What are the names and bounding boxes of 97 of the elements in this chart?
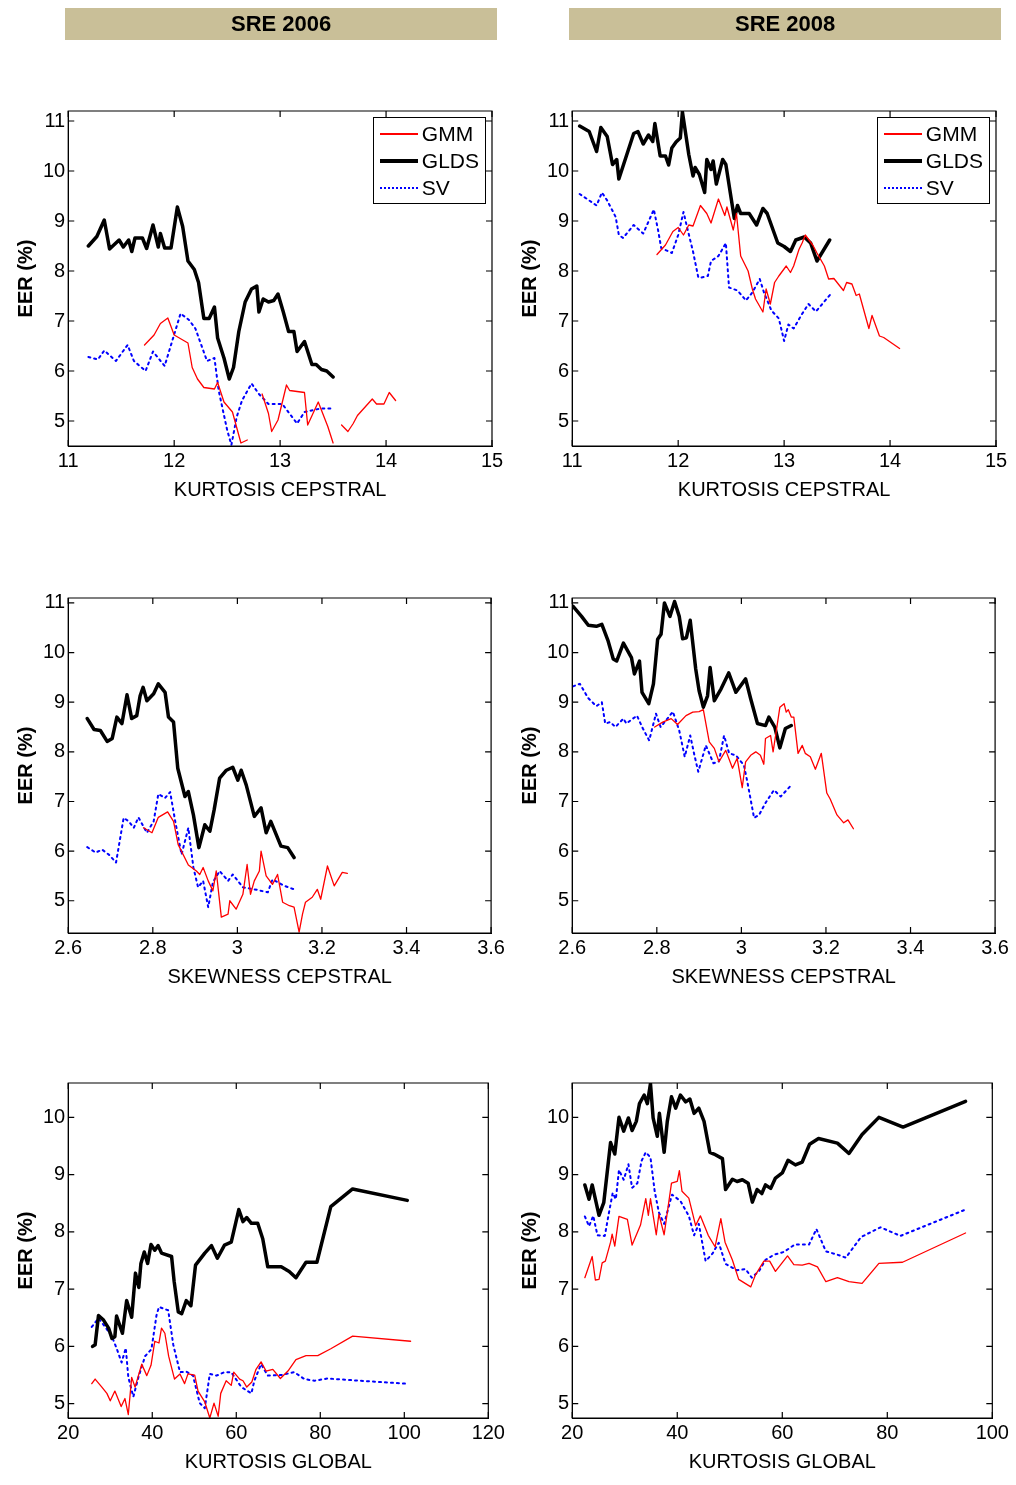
y-tick-label: 7 xyxy=(54,308,66,331)
x-tick-label: 3.6 xyxy=(981,935,1009,958)
x-tick-label: 2.8 xyxy=(642,935,671,958)
x-tick-label: 20 xyxy=(561,1420,584,1443)
x-tick-label: 3.4 xyxy=(392,935,421,958)
y-axis-title: EER (%) xyxy=(13,239,36,318)
y-tick-label: 6 xyxy=(54,838,66,861)
x-tick-label: 3 xyxy=(231,935,243,958)
line-series xyxy=(572,682,793,819)
x-tick-label: 2.6 xyxy=(54,935,83,958)
y-tick-label: 11 xyxy=(548,590,570,613)
y-tick-label: 11 xyxy=(44,590,66,613)
y-tick-label: 7 xyxy=(54,789,66,811)
x-axis-title: KURTOSIS GLOBAL xyxy=(688,1449,876,1472)
legend-label: GMM xyxy=(925,121,978,146)
y-tick-label: 10 xyxy=(43,158,66,181)
y-tick-label: 5 xyxy=(54,408,66,431)
y-tick-label: 7 xyxy=(558,789,570,811)
x-tick-label: 3.2 xyxy=(308,935,336,958)
x-tick-label: 40 xyxy=(666,1420,689,1443)
y-tick-label: 9 xyxy=(54,1162,66,1185)
x-axis-title: KURTOSIS CEPSTRAL xyxy=(173,477,387,500)
y-tick-label: 10 xyxy=(547,158,570,181)
x-tick-label: 3 xyxy=(735,935,747,958)
y-tick-label: 9 xyxy=(54,689,66,712)
y-tick-label: 10 xyxy=(43,1104,66,1127)
x-tick-label: 13 xyxy=(269,448,292,471)
y-tick-label: 6 xyxy=(54,358,66,381)
y-tick-label: 11 xyxy=(548,108,570,131)
y-tick-label: 6 xyxy=(558,358,570,381)
x-tick-label: 3.6 xyxy=(477,935,505,958)
legend-label: GMM xyxy=(421,121,474,146)
legend-label: SV xyxy=(421,175,450,200)
x-tick-label: 15 xyxy=(480,448,504,471)
y-tick-label: 8 xyxy=(558,1219,570,1242)
x-tick-label: 40 xyxy=(141,1420,164,1443)
chart-title: SRE 2006 xyxy=(65,8,497,40)
x-tick-label: 14 xyxy=(878,448,902,471)
x-tick-label: 14 xyxy=(374,448,398,471)
y-tick-label: 8 xyxy=(54,258,66,281)
y-tick-label: 7 xyxy=(54,1276,66,1299)
y-tick-label: 10 xyxy=(547,1104,570,1127)
y-tick-label: 8 xyxy=(54,739,66,762)
x-tick-label: 13 xyxy=(773,448,796,471)
y-tick-label: 9 xyxy=(558,689,570,712)
y-tick-label: 10 xyxy=(547,640,570,663)
y-tick-label: 6 xyxy=(54,1333,66,1356)
y-tick-label: 5 xyxy=(558,1391,570,1414)
x-tick-label: 20 xyxy=(57,1420,80,1443)
x-axis-title: KURTOSIS GLOBAL xyxy=(184,1449,372,1472)
y-tick-label: 11 xyxy=(44,108,66,131)
x-tick-label: 60 xyxy=(225,1420,248,1443)
y-tick-label: 7 xyxy=(558,308,570,331)
y-tick-label: 6 xyxy=(558,838,570,861)
x-tick-label: 12 xyxy=(667,448,690,471)
y-tick-label: 5 xyxy=(54,1391,66,1414)
y-tick-label: 6 xyxy=(558,1333,570,1356)
y-tick-label: 5 xyxy=(558,888,570,911)
y-tick-label: 8 xyxy=(558,739,570,762)
y-axis-title: EER (%) xyxy=(13,726,36,805)
y-tick-label: 10 xyxy=(43,640,66,663)
y-tick-label: 8 xyxy=(54,1219,66,1242)
y-tick-label: 7 xyxy=(558,1276,570,1299)
x-tick-label: 120 xyxy=(471,1420,505,1443)
x-tick-label: 3.2 xyxy=(812,935,840,958)
x-axis-title: KURTOSIS CEPSTRAL xyxy=(677,477,891,500)
line-series xyxy=(578,191,832,342)
y-axis-title: EER (%) xyxy=(517,239,540,318)
y-tick-label: 9 xyxy=(558,1162,570,1185)
x-tick-label: 3.4 xyxy=(896,935,925,958)
y-tick-label: 5 xyxy=(558,408,570,431)
x-axis-title: SKEWNESS CEPSTRAL xyxy=(671,964,896,987)
line-series xyxy=(583,1151,967,1279)
x-tick-label: 2.8 xyxy=(138,935,167,958)
x-axis-title: SKEWNESS CEPSTRAL xyxy=(167,964,392,987)
y-axis-title: EER (%) xyxy=(517,1211,540,1290)
x-tick-label: 2.6 xyxy=(558,935,587,958)
x-tick-label: 80 xyxy=(309,1420,332,1443)
x-tick-label: 100 xyxy=(387,1420,421,1443)
x-tick-label: 60 xyxy=(771,1420,794,1443)
legend-label: GLDS xyxy=(925,148,983,173)
x-tick-label: 100 xyxy=(975,1420,1009,1443)
chart-title: SRE 2008 xyxy=(569,8,1001,40)
y-tick-label: 9 xyxy=(54,208,66,231)
legend-label: SV xyxy=(925,175,954,200)
line-series xyxy=(87,312,332,446)
x-tick-label: 15 xyxy=(984,448,1008,471)
legend-label: GLDS xyxy=(421,148,479,173)
y-axis-title: EER (%) xyxy=(517,726,540,805)
y-tick-label: 5 xyxy=(54,888,66,911)
x-tick-label: 80 xyxy=(876,1420,899,1443)
y-tick-label: 8 xyxy=(558,258,570,281)
line-series xyxy=(90,1305,407,1410)
x-tick-label: 12 xyxy=(163,448,186,471)
line-series xyxy=(86,791,296,909)
y-tick-label: 9 xyxy=(558,208,570,231)
y-axis-title: EER (%) xyxy=(13,1211,36,1290)
